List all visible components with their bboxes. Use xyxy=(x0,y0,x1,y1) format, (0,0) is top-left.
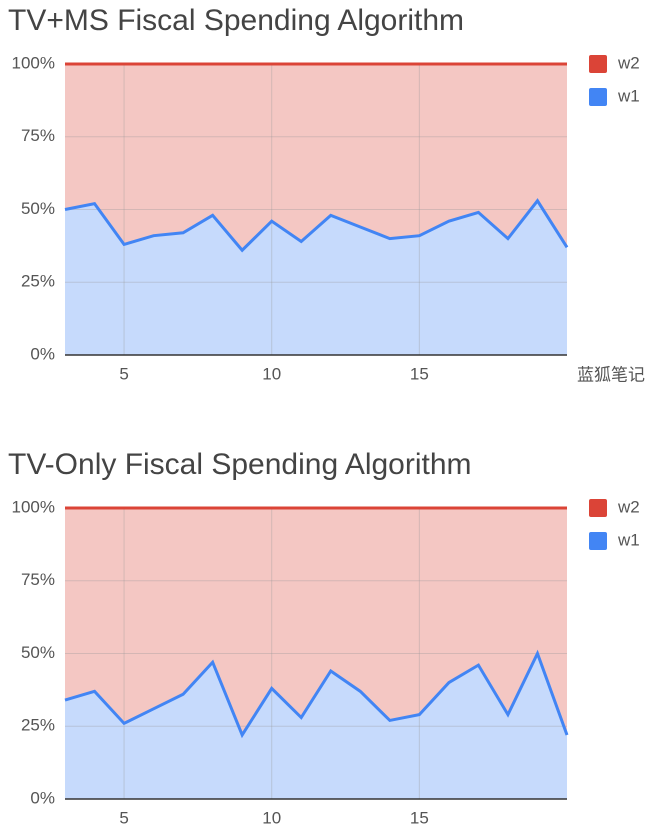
area xyxy=(65,64,567,251)
area xyxy=(65,653,567,799)
x-tick-label: 10 xyxy=(262,808,281,827)
legend-label: w1 xyxy=(617,86,640,105)
y-tick-label: 100% xyxy=(12,53,55,72)
y-tick-label: 50% xyxy=(21,643,55,662)
legend-swatch xyxy=(589,532,607,550)
legend-label: w1 xyxy=(617,530,640,549)
y-tick-label: 0% xyxy=(30,788,55,807)
legend-label: w2 xyxy=(617,497,640,516)
plot-area xyxy=(65,508,567,799)
x-tick-label: 15 xyxy=(410,364,429,383)
y-tick-label: 75% xyxy=(21,126,55,145)
series-line xyxy=(64,649,569,739)
series-line xyxy=(64,198,569,253)
watermark: 蓝狐笔记 xyxy=(577,365,645,384)
y-tick-label: 0% xyxy=(30,344,55,363)
chart-title: TV+MS Fiscal Spending Algorithm xyxy=(8,4,464,37)
y-tick-label: 50% xyxy=(21,199,55,218)
chart-title: TV-Only Fiscal Spending Algorithm xyxy=(8,448,472,481)
plot-area xyxy=(65,64,567,355)
x-tick-label: 5 xyxy=(119,364,128,383)
y-tick-label: 25% xyxy=(21,272,55,291)
area xyxy=(65,200,567,355)
y-tick-label: 75% xyxy=(21,570,55,589)
x-tick-label: 10 xyxy=(262,364,281,383)
x-tick-label: 5 xyxy=(119,808,128,827)
legend-swatch xyxy=(589,55,607,73)
legend-label: w2 xyxy=(617,53,640,72)
legend-swatch xyxy=(589,499,607,517)
y-tick-label: 25% xyxy=(21,716,55,735)
x-tick-label: 15 xyxy=(410,808,429,827)
legend-swatch xyxy=(589,88,607,106)
area xyxy=(65,508,567,735)
y-tick-label: 100% xyxy=(12,497,55,516)
